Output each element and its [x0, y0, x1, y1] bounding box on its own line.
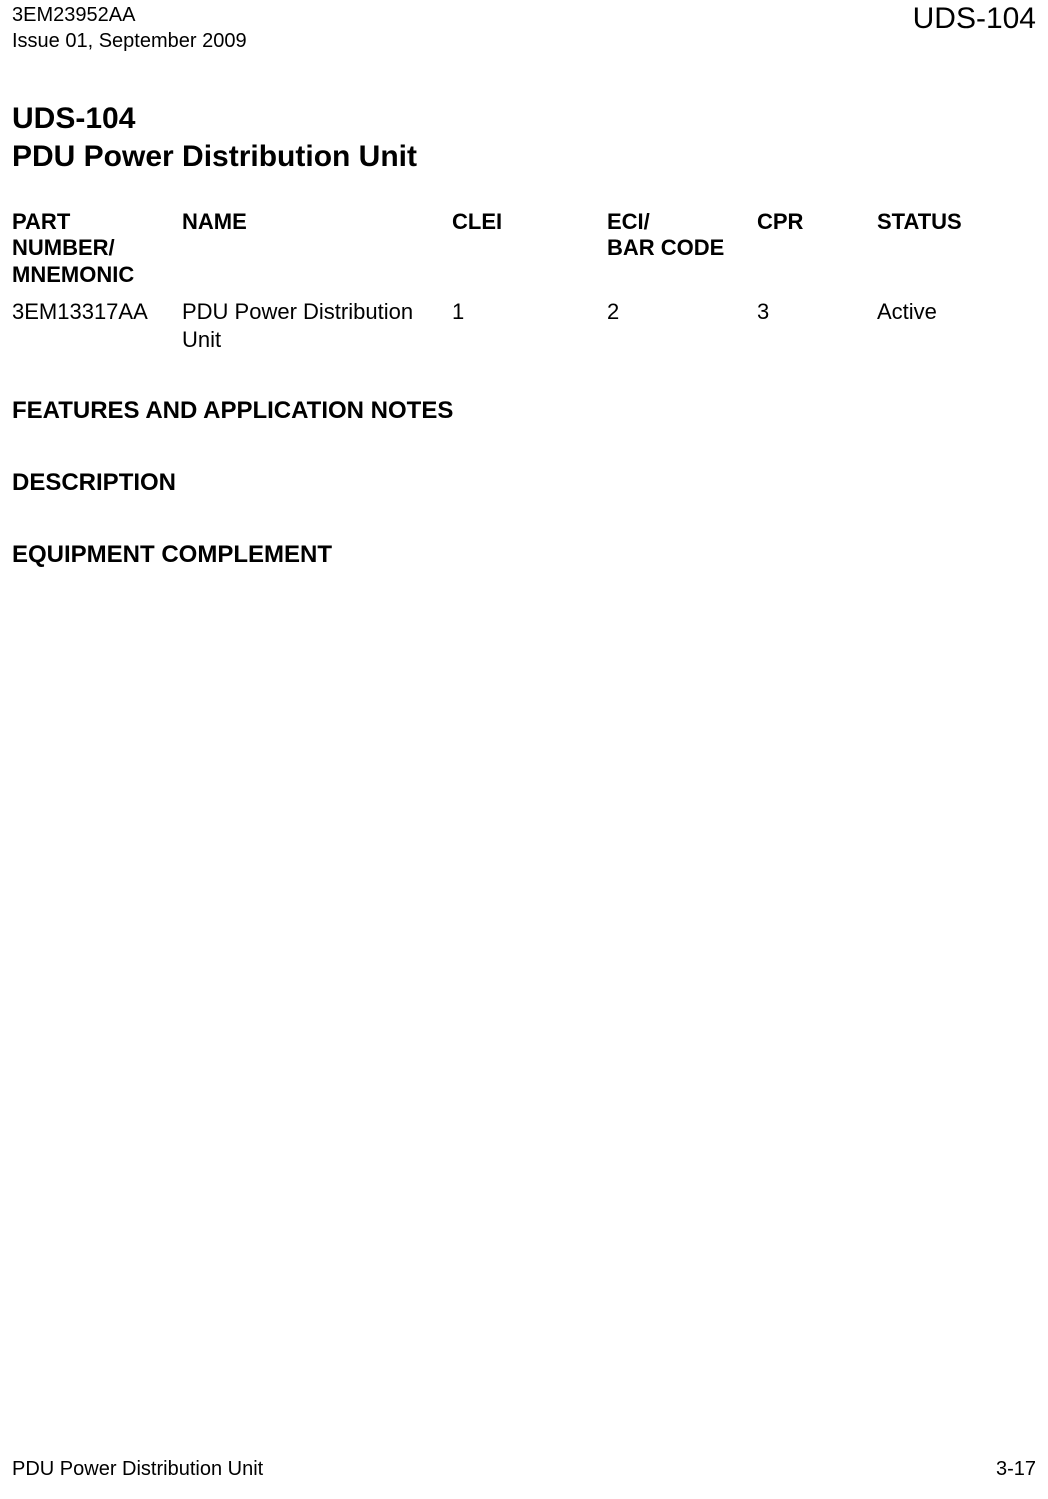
col-header-eci-l1: ECI/ — [607, 209, 650, 234]
col-header-name: NAME — [182, 205, 452, 292]
table-header-row: PART NUMBER/ MNEMONIC NAME CLEI ECI/ BAR… — [12, 205, 1036, 292]
cell-status: Active — [877, 292, 1036, 357]
cell-name: PDU Power Distribution Unit — [182, 292, 452, 357]
issue-line: Issue 01, September 2009 — [12, 28, 247, 54]
col-header-eci-l2: BAR CODE — [607, 235, 724, 260]
header-left: 3EM23952AA Issue 01, September 2009 — [12, 2, 247, 54]
title-line-2: PDU Power Distribution Unit — [12, 138, 1036, 176]
cell-eci: 2 — [607, 292, 757, 357]
section-equipment: EQUIPMENT COMPLEMENT — [0, 541, 1048, 569]
title-block: UDS-104 PDU Power Distribution Unit — [0, 54, 1048, 185]
header-right-code: UDS-104 — [913, 2, 1036, 36]
col-header-cpr: CPR — [757, 205, 877, 292]
table-row: 3EM13317AA PDU Power Distribution Unit 1… — [12, 292, 1036, 357]
cell-cpr: 3 — [757, 292, 877, 357]
section-features: FEATURES AND APPLICATION NOTES — [0, 397, 1048, 425]
doc-number: 3EM23952AA — [12, 2, 247, 28]
section-description: DESCRIPTION — [0, 469, 1048, 497]
col-header-status: STATUS — [877, 205, 1036, 292]
col-header-part-number: PART NUMBER/ MNEMONIC — [12, 205, 182, 292]
col-header-eci: ECI/ BAR CODE — [607, 205, 757, 292]
page-header: 3EM23952AA Issue 01, September 2009 UDS-… — [0, 0, 1048, 54]
footer-left: PDU Power Distribution Unit — [12, 1458, 263, 1481]
cell-clei: 1 — [452, 292, 607, 357]
cell-part-number: 3EM13317AA — [12, 292, 182, 357]
col-header-clei: CLEI — [452, 205, 607, 292]
col-header-part-number-l2: MNEMONIC — [12, 262, 134, 287]
page-footer: PDU Power Distribution Unit 3-17 — [12, 1458, 1036, 1481]
footer-right: 3-17 — [996, 1458, 1036, 1481]
part-table: PART NUMBER/ MNEMONIC NAME CLEI ECI/ BAR… — [12, 205, 1036, 357]
col-header-part-number-l1: PART NUMBER/ — [12, 209, 115, 260]
title-line-1: UDS-104 — [12, 100, 1036, 138]
